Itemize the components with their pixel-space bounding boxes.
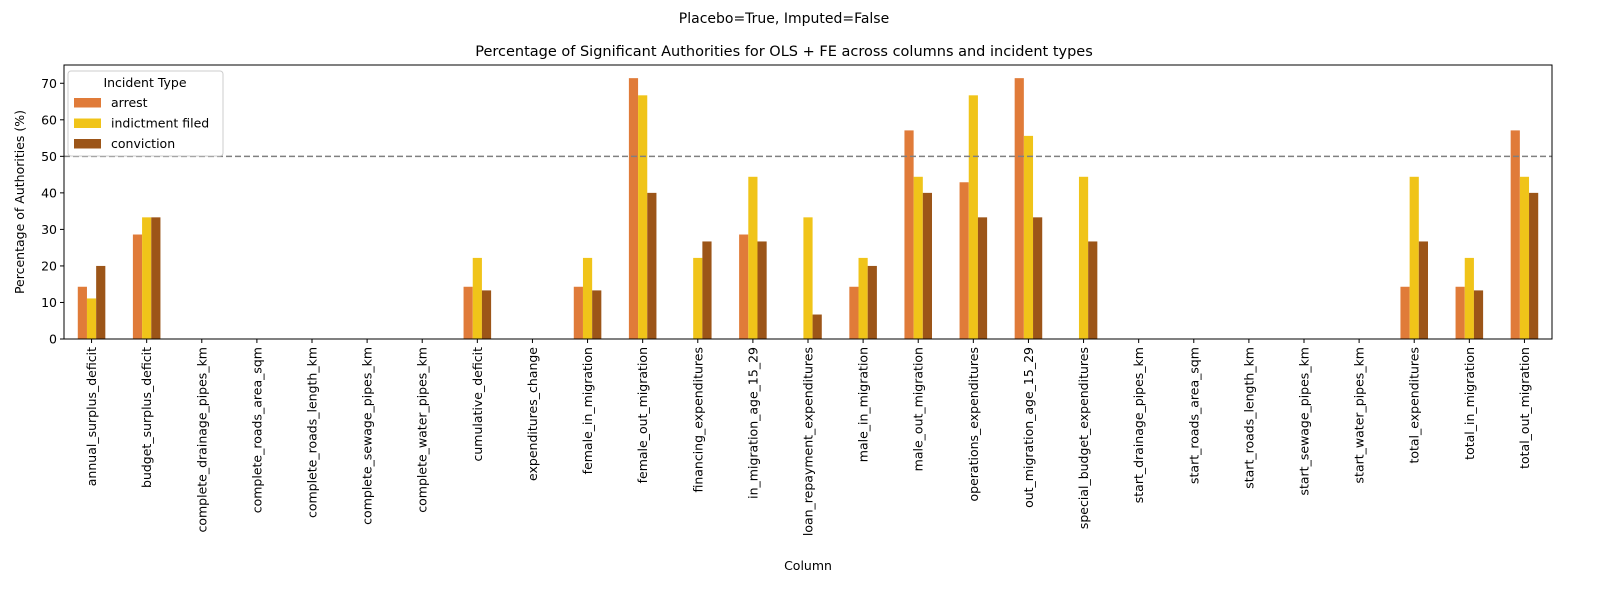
y-tick-label: 0 [49, 332, 57, 347]
chart-title: Percentage of Significant Authorities fo… [475, 44, 1093, 60]
bar-conviction-total_expenditures [1418, 241, 1428, 339]
x-tick-label: total_out_migration [1517, 347, 1532, 469]
bar-arrest-total_out_migration [1510, 130, 1520, 339]
bar-indictment-filed-total_out_migration [1519, 176, 1530, 339]
bar-indictment-filed-financing_expenditures [693, 257, 703, 339]
legend: Incident Type arrest indictment filed convi… [67, 70, 224, 157]
x-tick-label: start_roads_area_sqm [1186, 347, 1201, 484]
bar-conviction-operations_expenditures [977, 217, 988, 339]
bar-indictment-filed-loan_repayment_expenditures [803, 217, 813, 339]
bar-arrest-total_expenditures [1400, 286, 1410, 339]
legend-swatch-arrest [74, 98, 101, 108]
legend-label-conviction: conviction [111, 136, 175, 151]
bar-conviction-total_in_migration [1473, 290, 1484, 339]
x-tick-label: start_drainage_pipes_km [1131, 347, 1146, 503]
bar-indictment-filed-male_in_migration [858, 257, 868, 339]
x-tick-label: annual_surplus_deficit [84, 347, 99, 486]
x-tick-label: male_out_migration [911, 347, 926, 471]
x-tick-label: male_in_migration [856, 347, 871, 462]
bar-arrest-female_in_migration [573, 286, 583, 339]
y-tick-label: 30 [41, 222, 57, 237]
legend-label-indictment-filed: indictment filed [111, 116, 209, 131]
y-axis-label: Percentage of Authorities (%) [12, 110, 27, 294]
bar-indictment-filed-total_in_migration [1464, 257, 1474, 339]
x-tick-label: complete_drainage_pipes_km [194, 347, 209, 533]
y-tick-label: 60 [41, 112, 57, 127]
bar-arrest-female_out_migration [628, 78, 639, 339]
legend-label-arrest: arrest [111, 95, 148, 110]
bar-conviction-financing_expenditures [702, 241, 712, 339]
x-tick-label: complete_sewage_pipes_km [360, 347, 375, 525]
bar-arrest-out_migration_age_15_29 [1014, 78, 1024, 339]
y-tick-label: 40 [41, 185, 57, 200]
bar-conviction-male_out_migration [922, 192, 932, 339]
bar-arrest-operations_expenditures [959, 182, 969, 339]
y-tick-label: 70 [41, 76, 57, 91]
bar-conviction-budget_surplus_deficit [151, 217, 161, 339]
bar-indictment-filed-special_budget_expenditures [1078, 176, 1089, 339]
bar-conviction-cumulative_deficit [481, 290, 492, 339]
bar-indictment-filed-in_migration_age_15_29 [748, 176, 758, 339]
y-tick-label: 50 [41, 149, 57, 164]
bar-indictment-filed-budget_surplus_deficit [142, 217, 152, 339]
bar-arrest-male_out_migration [904, 130, 914, 339]
x-tick-label: budget_surplus_deficit [139, 347, 154, 488]
bar-arrest-budget_surplus_deficit [132, 234, 143, 339]
x-tick-label: special_budget_expenditures [1076, 347, 1091, 529]
bar-conviction-male_in_migration [867, 265, 877, 339]
x-tick-label: in_migration_age_15_29 [745, 347, 760, 499]
x-tick-label: start_water_pipes_km [1352, 347, 1367, 483]
bar-indictment-filed-operations_expenditures [968, 95, 978, 340]
x-tick-label: female_out_migration [635, 347, 650, 483]
legend-swatch-indictment-filed [74, 118, 101, 128]
bar-conviction-female_in_migration [592, 290, 602, 339]
bar-indictment-filed-annual_surplus_deficit [86, 298, 97, 339]
y-tick-label: 20 [41, 258, 57, 273]
x-tick-label: financing_expenditures [690, 347, 705, 493]
bar-indictment-filed-out_migration_age_15_29 [1023, 135, 1034, 339]
plot-area: 0 10 20 30 40 50 60 70 annual_surplus_deficit bud… [12, 64, 1553, 573]
bar-conviction-special_budget_expenditures [1088, 241, 1098, 339]
bar-indictment-filed-total_expenditures [1409, 176, 1419, 339]
legend-swatch-conviction [74, 139, 101, 149]
bar-arrest-in_migration_age_15_29 [739, 234, 749, 339]
x-tick-label: complete_roads_area_sqm [249, 347, 264, 513]
bar-indictment-filed-cumulative_deficit [472, 257, 482, 339]
bar-indictment-filed-female_out_migration [638, 95, 648, 340]
x-tick-label: start_sewage_pipes_km [1297, 347, 1312, 496]
x-axis-label: Column [784, 558, 832, 573]
x-tick-label: out_migration_age_15_29 [1021, 347, 1036, 508]
bar-arrest-cumulative_deficit [463, 286, 473, 339]
bar-arrest-male_in_migration [849, 286, 859, 339]
bar-indictment-filed-female_in_migration [582, 257, 593, 339]
x-tick-label: complete_roads_length_km [305, 347, 320, 518]
x-tick-label: total_in_migration [1462, 347, 1477, 460]
x-tick-label: start_roads_length_km [1241, 347, 1256, 489]
bar-conviction-out_migration_age_15_29 [1033, 217, 1043, 339]
bar-arrest-annual_surplus_deficit [77, 286, 87, 339]
x-tick-label: operations_expenditures [966, 347, 981, 502]
bar-conviction-in_migration_age_15_29 [757, 241, 767, 339]
bar-conviction-annual_surplus_deficit [96, 265, 106, 339]
bar-conviction-loan_repayment_expenditures [812, 314, 822, 339]
bar-arrest-total_in_migration [1455, 286, 1465, 339]
legend-box [67, 70, 224, 157]
x-tick-label: cumulative_deficit [470, 347, 485, 462]
x-tick-label: complete_water_pipes_km [415, 347, 430, 513]
x-tick-label: expenditures_change [525, 347, 540, 481]
y-tick-label: 10 [41, 295, 57, 310]
bar-conviction-female_out_migration [647, 192, 657, 339]
x-tick-label: loan_repayment_expenditures [801, 347, 816, 536]
x-tick-label: female_in_migration [580, 347, 595, 474]
figure-suptitle: Placebo=True, Imputed=False [679, 11, 889, 27]
x-tick-label: total_expenditures [1407, 347, 1422, 464]
legend-title: Incident Type [103, 75, 186, 90]
bar-conviction-total_out_migration [1529, 192, 1539, 339]
bar-indictment-filed-male_out_migration [913, 176, 923, 339]
